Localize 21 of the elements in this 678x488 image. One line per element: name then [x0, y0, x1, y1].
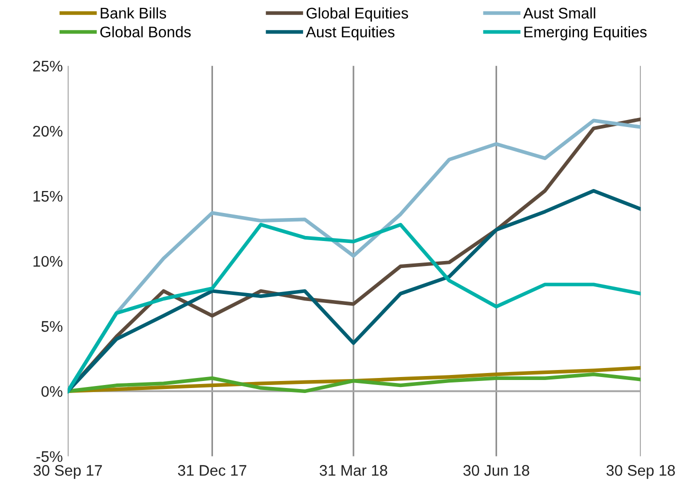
- legend-label: Emerging Equities: [524, 26, 647, 40]
- x-tick-label: 30 Sep 18: [606, 465, 675, 479]
- legend-label: Global Equities: [306, 7, 408, 22]
- y-tick-label: 25%: [33, 60, 62, 72]
- y-tick-label: 0%: [41, 386, 62, 397]
- y-tick-label: 5%: [41, 321, 62, 332]
- line-series: [68, 222, 641, 394]
- x-tick-label: 31 Dec 17: [178, 465, 246, 476]
- line-series: [68, 372, 641, 394]
- x-tick-label: 30 Sep 17: [34, 465, 102, 479]
- x-tick-label: 31 Mar 18: [320, 465, 388, 476]
- legend-label: Bank Bills: [100, 7, 166, 19]
- legend-label: Global Bonds: [100, 26, 191, 38]
- legend-label: Aust Small: [523, 7, 596, 19]
- y-tick-label: -5%: [36, 451, 62, 462]
- x-tick-label: 30 Jun 18: [463, 465, 530, 476]
- y-tick-label: 15%: [34, 190, 62, 202]
- legend-label: Aust Equities: [306, 26, 394, 40]
- y-tick-label: 10%: [34, 256, 62, 267]
- line-series: [68, 189, 641, 394]
- y-tick-label: 20%: [33, 126, 62, 137]
